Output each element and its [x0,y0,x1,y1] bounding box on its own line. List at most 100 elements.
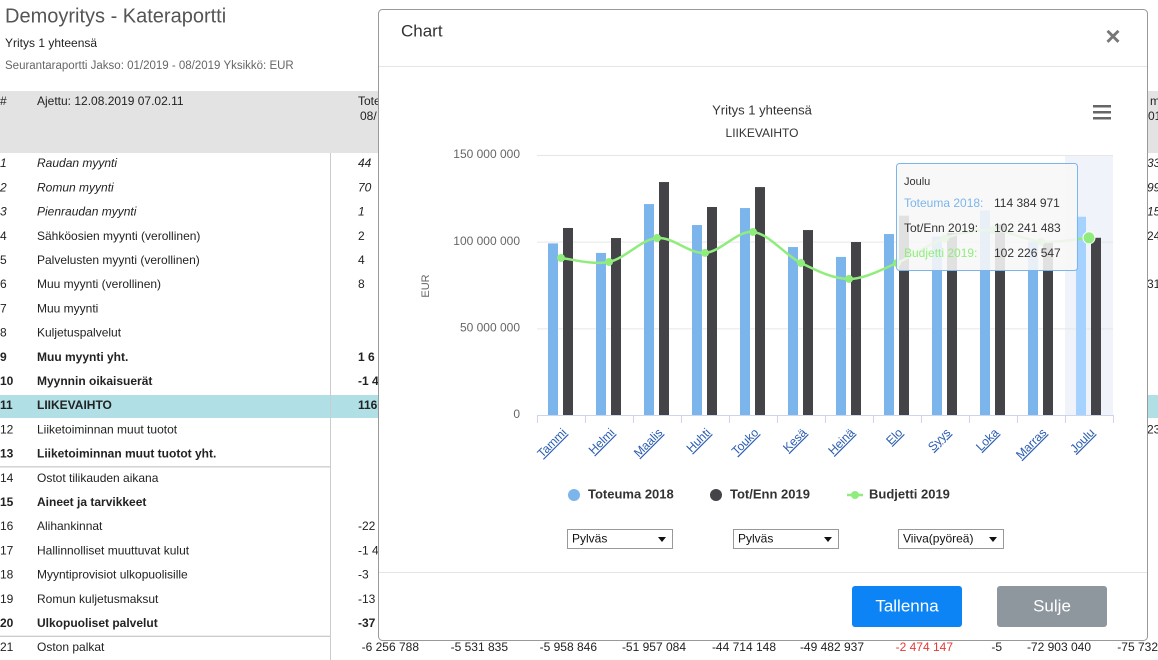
row-label: Romun kuljetusmaksut [37,592,159,606]
row-cell: 1 6 [358,350,375,364]
head-num: # [0,94,7,108]
row-cell: 44 [358,156,372,170]
button[interactable] [997,586,1107,627]
line-marker [797,258,805,267]
row-label: Hallinnolliset muuttuvat kulut [37,543,190,557]
tooltip-value: 102 226 547 [994,246,1061,260]
tooltip [896,163,1078,271]
row-num: 15 [0,495,14,509]
row-cell: -49 482 937 [800,640,864,654]
page-title: Demoyritys - Kateraportti [5,5,226,27]
row-label: Alihankinnat [37,519,103,533]
bar [884,234,894,415]
row-label: Romun myynti [37,180,114,194]
bar [548,243,558,415]
row-cell: -72 903 040 [1027,640,1091,654]
y-tick-label: 100 000 000 [453,234,520,248]
page-info: Seurantaraportti Jakso: 01/2019 - 08/201… [5,60,294,72]
row-num: 14 [0,471,14,485]
bar [611,238,621,415]
row-cell: -3 [358,568,369,582]
select-arrow [989,537,997,542]
row-num: 5 [0,253,7,267]
row-label: Ostot tilikauden aikana [37,471,159,485]
row-cell: -6 256 788 [362,640,420,654]
bar [740,208,750,415]
row-cell: 99 [1147,180,1158,194]
legend-marker [710,489,722,501]
row-cell: 15 [1147,205,1158,219]
select-value: Pylväs [738,532,773,546]
line-marker [557,253,565,262]
row-label: Muu myynti [37,301,98,315]
row-cell: 24 [1147,229,1158,243]
bar [707,207,717,415]
head-label: Ajettu: 12.08.2019 07.02.11 [37,94,184,108]
row-num: 16 [0,519,14,533]
bar [659,182,669,415]
row-num: 2 [0,180,7,194]
bar [980,210,990,415]
select[interactable] [898,529,1004,549]
line-marker [701,248,709,257]
row-cell: -1 4 [358,543,379,557]
chart-subtitle: LIIKEVAIHTO [726,126,799,140]
row-num: 20 [0,616,14,630]
row-cell: -1 4 [358,374,379,388]
row-num: 8 [0,326,7,340]
tooltip-label: Tot/Enn 2019: [904,221,978,235]
button-label: Tallenna [875,596,939,615]
row-label: Muu myynti yht. [37,350,128,364]
menu-icon[interactable] [1093,105,1111,120]
bar [644,204,654,415]
row-label: Palvelusten myynti (verollinen) [37,253,200,267]
row-num: 7 [0,301,7,315]
row-cell: -5 531 835 [451,640,509,654]
y-axis-label: EUR [420,274,432,297]
bar [1043,241,1053,415]
bar [947,233,957,415]
bar [788,247,798,415]
row-cell: 8 [358,277,365,291]
line-marker [605,257,613,266]
row-label: Raudan myynti [37,156,117,170]
row-cell: -5 958 846 [540,640,598,654]
tooltip-label: Toteuma 2018: [904,196,983,210]
row-num: 19 [0,592,14,606]
row-label: Liiketoiminnan muut tuotot [37,422,178,436]
menu-icon-bar [1093,105,1111,108]
bar [755,187,765,415]
row-num: 4 [0,229,7,243]
row-num: 18 [0,568,14,582]
row-num: 10 [0,374,14,388]
row-num: 1 [0,156,7,170]
row-cell: -2 474 147 [896,640,954,654]
tooltip-value: 114 384 971 [994,196,1060,210]
row-cell: -44 714 148 [712,640,776,654]
button-label: Sulje [1033,596,1071,615]
legend-label[interactable]: Toteuma 2018 [588,486,674,501]
bar [1028,241,1038,415]
legend-label[interactable]: Tot/Enn 2019 [730,486,810,501]
row-cell: -51 957 084 [622,640,686,654]
row-label: Kuljetuspalvelut [37,326,122,340]
legend-label[interactable]: Budjetti 2019 [869,486,950,501]
bar [932,236,942,415]
menu-icon-bar [1093,117,1111,120]
y-tick-label: 0 [513,407,520,421]
legend-marker [568,489,580,501]
row-label: Myyntiprovisiot ulkopuolisille [37,568,188,582]
button[interactable] [852,586,962,627]
head-right: m [1150,94,1158,108]
line-marker [1082,231,1096,245]
row-cell: 1 [358,205,365,219]
chart-title: Yritys 1 yhteensä [712,102,812,117]
select[interactable] [567,529,673,549]
tooltip-value: 102 241 483 [994,221,1061,235]
select[interactable] [733,529,839,549]
y-tick-label: 50 000 000 [460,321,520,335]
close-button[interactable]: × [1105,21,1120,51]
legend-marker [851,491,859,499]
row-cell: 23 [1147,422,1158,436]
